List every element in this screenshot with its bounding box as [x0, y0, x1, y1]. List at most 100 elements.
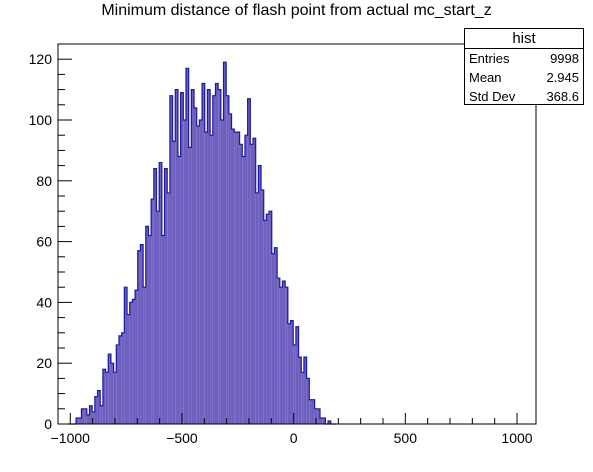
histogram-bin — [140, 244, 144, 424]
x-tick-label: 0 — [290, 430, 298, 446]
y-tick-label: 0 — [44, 416, 52, 432]
histogram-bin — [258, 165, 262, 424]
histogram-bin — [295, 326, 299, 424]
stats-mean-label: Mean — [469, 70, 502, 85]
histogram-bin — [124, 287, 128, 424]
y-tick-label: 20 — [36, 355, 52, 371]
histogram-bin — [177, 156, 181, 425]
histogram-bin — [223, 62, 227, 425]
histogram-bin — [191, 89, 195, 424]
histogram-bin — [143, 287, 146, 424]
x-tick-label: −500 — [166, 430, 198, 446]
y-tick-label: 40 — [36, 294, 52, 310]
stats-entries-label: Entries — [469, 51, 510, 66]
histogram-bin — [94, 396, 98, 424]
histogram-bin — [301, 372, 304, 424]
stats-box: hist Entries 9998 Mean 2.945 Std Dev 368… — [464, 28, 584, 105]
histogram-outline — [68, 61, 337, 425]
histogram-bin — [108, 354, 111, 424]
histogram-bin — [236, 132, 240, 424]
histogram-bin — [285, 287, 288, 424]
histogram-bin — [159, 162, 162, 424]
histogram-bin — [172, 141, 176, 424]
histogram-bin — [234, 132, 237, 424]
histogram-bin — [110, 363, 114, 424]
histogram-bin — [271, 253, 275, 424]
histogram-bin — [78, 417, 82, 424]
histogram-bin — [279, 287, 283, 424]
histogram-bin — [129, 302, 133, 424]
stats-std-value: 368.6 — [546, 89, 579, 104]
histogram-bin — [282, 281, 286, 424]
y-tick-label: 100 — [29, 112, 53, 128]
histogram-bin — [231, 129, 235, 424]
histogram-bin — [290, 320, 294, 424]
histogram-bin — [116, 344, 119, 424]
histogram-bin — [153, 168, 157, 424]
histogram-bin — [311, 399, 315, 424]
histogram-bin — [215, 83, 219, 425]
histogram-bin — [244, 135, 248, 424]
y-tick-label: 120 — [29, 51, 53, 67]
plot-frame — [57, 43, 537, 425]
histogram-bin — [204, 132, 208, 424]
histogram-bin — [293, 344, 296, 424]
histogram-bin — [169, 95, 173, 425]
histogram-bin — [250, 144, 253, 424]
histogram-bin — [81, 408, 85, 424]
stats-std-label: Std Dev — [469, 89, 516, 104]
histogram-bin — [148, 235, 152, 424]
histogram-bin — [156, 211, 160, 424]
histogram-bin — [188, 147, 192, 425]
histogram-bin — [269, 211, 272, 424]
histogram-bin — [220, 120, 224, 424]
histogram-bin — [247, 98, 251, 424]
histogram-bin — [322, 417, 326, 424]
histogram-bin — [132, 299, 136, 424]
histogram-bin — [202, 83, 205, 425]
histogram-bin — [239, 144, 243, 424]
stats-std-row: Std Dev 368.6 — [465, 87, 583, 106]
y-tick-label: 80 — [36, 173, 52, 189]
histogram-bin — [100, 405, 103, 424]
histogram-bin — [328, 420, 331, 424]
histogram-bin — [261, 189, 264, 424]
stats-title: hist — [465, 29, 583, 49]
histogram-bin — [97, 390, 101, 424]
stats-mean-row: Mean 2.945 — [465, 68, 583, 87]
histogram-bin — [180, 92, 184, 424]
histogram-bin — [84, 408, 87, 424]
histogram-bin — [185, 68, 189, 424]
histogram-bin — [151, 199, 154, 424]
histogram-bin — [242, 156, 245, 425]
histogram-bars — [68, 61, 337, 425]
histogram-bin — [76, 417, 79, 424]
histogram-bin — [167, 192, 170, 424]
histogram-bin — [207, 89, 211, 424]
histogram-bin — [228, 113, 232, 425]
histogram-bin — [194, 107, 197, 424]
x-tick-label: 500 — [394, 430, 418, 446]
histogram-bin — [161, 235, 165, 424]
histogram-bin — [118, 335, 122, 424]
histogram-bin — [309, 399, 312, 424]
histogram-bin — [199, 120, 203, 424]
histogram-bin — [212, 95, 216, 425]
histogram-bin — [306, 378, 310, 424]
histogram-bin — [252, 138, 256, 425]
histogram-bin — [314, 408, 318, 424]
axis-ticks: −1000 −500 0 500 1000 0 20 40 60 80 100 120 — [29, 51, 533, 446]
histogram-bin — [317, 408, 321, 424]
histogram-bin — [145, 226, 149, 424]
histogram-bin — [113, 372, 117, 424]
histogram-bin — [274, 247, 278, 424]
histogram-bin — [137, 250, 141, 424]
stats-entries-value: 9998 — [550, 51, 579, 66]
histogram-bin — [226, 95, 229, 425]
histogram-bin — [121, 332, 125, 424]
stats-mean-value: 2.945 — [546, 70, 579, 85]
x-tick-label: 1000 — [501, 430, 532, 446]
histogram-bin — [218, 89, 221, 424]
histogram-bin — [127, 314, 130, 424]
